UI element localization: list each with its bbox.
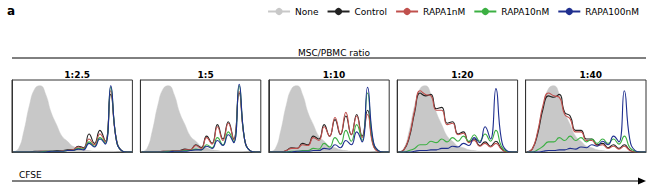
svg-text:RAPA10nM: RAPA10nM <box>501 7 549 17</box>
svg-text:1:10: 1:10 <box>323 70 345 80</box>
svg-text:1:5: 1:5 <box>198 70 214 80</box>
svg-text:None: None <box>295 7 319 17</box>
svg-text:1:20: 1:20 <box>451 70 473 80</box>
svg-text:1:40: 1:40 <box>580 70 602 80</box>
svg-text:CFSE: CFSE <box>19 170 42 180</box>
svg-text:MSC/PBMC ratio: MSC/PBMC ratio <box>298 48 371 58</box>
svg-text:Control: Control <box>355 7 388 17</box>
svg-text:a: a <box>7 4 15 18</box>
svg-text:RAPA1nM: RAPA1nM <box>423 7 465 17</box>
svg-text:1:2.5: 1:2.5 <box>64 70 90 80</box>
svg-text:RAPA100nM: RAPA100nM <box>585 7 639 17</box>
